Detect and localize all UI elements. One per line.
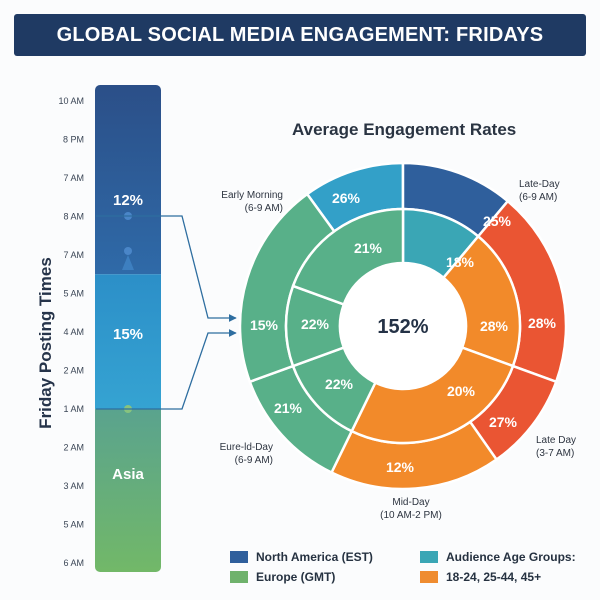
time-bar-segment-label: 12%	[113, 192, 143, 209]
slice-annotation: Eure-ld-Day (6-9 AM)	[220, 442, 273, 466]
outer-ring-data-label: 12%	[386, 459, 415, 475]
time-bar-segment	[95, 274, 161, 409]
inner-ring-data-label: 22%	[301, 316, 330, 332]
annotation-title: Eure-ld-Day	[220, 442, 273, 453]
time-bar-segment	[95, 409, 161, 572]
outer-ring-data-label: 15%	[250, 317, 279, 333]
connector-line	[96, 329, 237, 410]
legend-label-north-america: North America (EST)	[256, 550, 373, 564]
inner-ring-data-label: 21%	[354, 240, 383, 256]
slice-annotation: Late-Day (6-9 AM)	[519, 179, 560, 203]
legend-swatch-audience	[420, 551, 438, 563]
annotation-title: Mid-Day	[392, 497, 429, 508]
time-tick-label: 6 AM	[63, 558, 84, 568]
slice-annotation: Late Day (3-7 AM)	[536, 435, 576, 459]
donut-chart-title: Average Engagement Rates	[292, 120, 517, 139]
page-title: GLOBAL SOCIAL MEDIA ENGAGEMENT: FRIDAYS	[56, 23, 544, 46]
legend-label-audience: Audience Age Groups:	[446, 550, 576, 564]
time-tick-label: 8 AM	[63, 212, 84, 222]
legend-item-age-groups: 18-24, 25-44, 45+	[420, 570, 576, 584]
time-tick-label: 1 AM	[63, 404, 84, 414]
inner-ring-data-label: 18%	[446, 254, 475, 270]
inner-ring-data-label: 20%	[447, 383, 476, 399]
legend-swatch-north-america	[230, 551, 248, 563]
legend-label-age-groups: 18-24, 25-44, 45+	[446, 570, 542, 584]
title-bar: GLOBAL SOCIAL MEDIA ENGAGEMENT: FRIDAYS	[14, 14, 586, 56]
time-tick-label: 7 AM	[63, 173, 84, 183]
time-bar-segment-label: Asia	[112, 466, 144, 483]
outer-ring-data-label: 27%	[489, 414, 518, 430]
legend-item-europe: Europe (GMT)	[230, 570, 373, 584]
annotation-title: Late-Day	[519, 179, 560, 190]
annotation-subtitle: (3-7 AM)	[536, 448, 574, 459]
time-bar-segment	[95, 85, 161, 275]
legend-label-europe: Europe (GMT)	[256, 570, 336, 584]
inner-ring-data-label: 22%	[325, 376, 354, 392]
annotation-title: Early Morning	[221, 190, 283, 201]
outer-ring-data-label: 25%	[483, 213, 512, 229]
time-tick-label: 10 AM	[58, 96, 84, 106]
time-bar-segment-label: 15%	[113, 326, 143, 343]
connector-line	[96, 215, 237, 322]
annotation-subtitle: (6-9 AM)	[519, 192, 557, 203]
donut-center-label: 152%	[377, 316, 428, 338]
time-tick-label: 3 AM	[63, 481, 84, 491]
legend-swatch-europe	[230, 571, 248, 583]
marker-dot	[124, 247, 132, 255]
annotation-subtitle: (6-9 AM)	[235, 455, 273, 466]
time-tick-label: 4 AM	[63, 327, 84, 337]
time-tick-label: 5 AM	[63, 289, 84, 299]
legend-item-audience: Audience Age Groups:	[420, 550, 576, 564]
donut-center	[340, 263, 466, 389]
marker-droplet	[122, 255, 134, 270]
annotation-subtitle: (6-9 AM)	[245, 203, 283, 214]
annotation-title: Late Day	[536, 435, 576, 446]
time-tick-label: 8 PM	[63, 135, 84, 145]
time-tick-label: 7 AM	[63, 250, 84, 260]
time-tick-label: 2 AM	[63, 366, 84, 376]
inner-ring-data-label: 28%	[480, 318, 509, 334]
outer-ring-data-label: 28%	[528, 315, 557, 331]
outer-ring-data-label: 21%	[274, 400, 303, 416]
time-bar	[95, 85, 161, 572]
legend-swatch-age-groups	[420, 571, 438, 583]
outer-ring-data-label: 26%	[332, 190, 361, 206]
legend-item-north-america: North America (EST)	[230, 550, 373, 564]
time-tick-label: 5 AM	[63, 520, 84, 530]
slice-annotation: Mid-Day (10 AM-2 PM)	[380, 497, 442, 521]
time-tick-label: 2 AM	[63, 443, 84, 453]
annotation-subtitle: (10 AM-2 PM)	[380, 510, 442, 521]
legend-right: Audience Age Groups: 18-24, 25-44, 45+	[420, 550, 576, 584]
legend-left: North America (EST) Europe (GMT)	[230, 550, 373, 584]
slice-annotation: Early Morning (6-9 AM)	[221, 190, 283, 214]
